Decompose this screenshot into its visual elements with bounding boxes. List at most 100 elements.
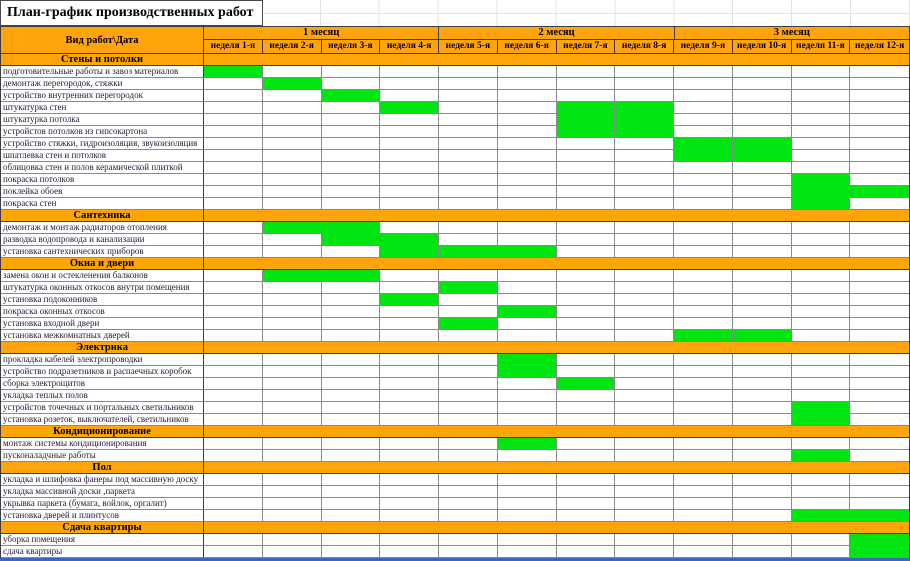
gantt-bar-cell[interactable]: [262, 270, 322, 282]
week-cell[interactable]: [556, 510, 616, 522]
week-cell[interactable]: [439, 294, 498, 306]
week-cell[interactable]: [497, 318, 557, 330]
week-cell[interactable]: [204, 450, 263, 462]
week-cell[interactable]: [850, 138, 909, 150]
gantt-bar-cell[interactable]: [732, 138, 792, 150]
week-cell[interactable]: [674, 198, 733, 210]
task-label[interactable]: устройство стяжки, гидроизоляция, звукои…: [1, 138, 204, 150]
week-cell[interactable]: [321, 186, 381, 198]
week-cell[interactable]: [615, 246, 674, 258]
week-cell[interactable]: [204, 306, 263, 318]
week-cell[interactable]: [497, 390, 557, 402]
gantt-bar-cell[interactable]: [615, 102, 674, 114]
week-cell[interactable]: [204, 294, 263, 306]
week-cell[interactable]: [380, 318, 439, 330]
week-cell[interactable]: [380, 534, 439, 546]
week-cell[interactable]: [262, 306, 322, 318]
week-cell[interactable]: [732, 390, 792, 402]
week-cell[interactable]: [732, 510, 792, 522]
week-cell[interactable]: [556, 174, 616, 186]
week-cell[interactable]: [204, 126, 263, 138]
week-cell[interactable]: [674, 78, 733, 90]
week-cell[interactable]: [204, 270, 263, 282]
week-cell[interactable]: [556, 246, 616, 258]
week-cell[interactable]: [674, 270, 733, 282]
week-cell[interactable]: [674, 234, 733, 246]
week-cell[interactable]: [556, 450, 616, 462]
gantt-bar-cell[interactable]: [497, 246, 557, 258]
week-cell[interactable]: [262, 498, 322, 510]
week-cell[interactable]: [439, 114, 498, 126]
week-cell[interactable]: [556, 318, 616, 330]
week-cell[interactable]: [674, 246, 733, 258]
week-header[interactable]: неделя 6-я: [498, 40, 557, 53]
week-cell[interactable]: [791, 534, 851, 546]
week-cell[interactable]: [204, 282, 263, 294]
task-label[interactable]: пусконаладчные работы: [1, 450, 204, 462]
week-cell[interactable]: [204, 138, 263, 150]
task-label[interactable]: устройстов потолков из гипсокартона: [1, 126, 204, 138]
week-cell[interactable]: [204, 390, 263, 402]
week-cell[interactable]: [262, 474, 322, 486]
task-label[interactable]: установка подоконников: [1, 294, 204, 306]
week-cell[interactable]: [439, 414, 498, 426]
week-cell[interactable]: [262, 186, 322, 198]
week-cell[interactable]: [674, 222, 733, 234]
week-cell[interactable]: [674, 318, 733, 330]
week-header[interactable]: неделя 1-я: [204, 40, 263, 53]
week-cell[interactable]: [204, 90, 263, 102]
task-label[interactable]: разводка водопровода и канализации: [1, 234, 204, 246]
week-cell[interactable]: [850, 114, 909, 126]
week-cell[interactable]: [497, 534, 557, 546]
week-cell[interactable]: [439, 498, 498, 510]
task-label[interactable]: укрывка паркета (бумага, войлок, оргалит…: [1, 498, 204, 510]
section-header-row[interactable]: Сдача квартиры: [1, 522, 909, 534]
week-cell[interactable]: [556, 546, 616, 558]
week-cell[interactable]: [321, 546, 381, 558]
task-label[interactable]: штукатурка стен: [1, 102, 204, 114]
week-cell[interactable]: [321, 174, 381, 186]
week-cell[interactable]: [791, 222, 851, 234]
week-cell[interactable]: [204, 174, 263, 186]
week-cell[interactable]: [850, 306, 909, 318]
gantt-bar-cell[interactable]: [321, 234, 381, 246]
week-cell[interactable]: [262, 138, 322, 150]
week-cell[interactable]: [732, 474, 792, 486]
week-cell[interactable]: [674, 294, 733, 306]
week-cell[interactable]: [497, 330, 557, 342]
week-cell[interactable]: [791, 78, 851, 90]
week-cell[interactable]: [380, 450, 439, 462]
week-cell[interactable]: [204, 438, 263, 450]
week-cell[interactable]: [674, 498, 733, 510]
week-cell[interactable]: [321, 486, 381, 498]
gantt-bar-cell[interactable]: [497, 366, 557, 378]
week-header[interactable]: неделя 9-я: [674, 40, 733, 53]
week-cell[interactable]: [380, 330, 439, 342]
task-label[interactable]: уборка помещения: [1, 534, 204, 546]
week-cell[interactable]: [732, 222, 792, 234]
week-cell[interactable]: [204, 222, 263, 234]
week-cell[interactable]: [497, 474, 557, 486]
week-cell[interactable]: [556, 282, 616, 294]
gantt-bar-cell[interactable]: [850, 534, 909, 546]
week-cell[interactable]: [380, 222, 439, 234]
week-cell[interactable]: [497, 174, 557, 186]
week-cell[interactable]: [674, 486, 733, 498]
week-cell[interactable]: [262, 486, 322, 498]
week-cell[interactable]: [204, 198, 263, 210]
week-cell[interactable]: [850, 390, 909, 402]
week-cell[interactable]: [439, 438, 498, 450]
week-cell[interactable]: [439, 474, 498, 486]
week-cell[interactable]: [732, 174, 792, 186]
week-cell[interactable]: [439, 186, 498, 198]
week-cell[interactable]: [497, 270, 557, 282]
gantt-bar-cell[interactable]: [556, 102, 616, 114]
corner-header-cell[interactable]: Вид работ\Дата: [1, 27, 204, 53]
week-cell[interactable]: [380, 90, 439, 102]
week-cell[interactable]: [439, 534, 498, 546]
week-cell[interactable]: [497, 102, 557, 114]
week-cell[interactable]: [380, 138, 439, 150]
week-cell[interactable]: [850, 198, 909, 210]
week-cell[interactable]: [674, 174, 733, 186]
week-cell[interactable]: [204, 114, 263, 126]
